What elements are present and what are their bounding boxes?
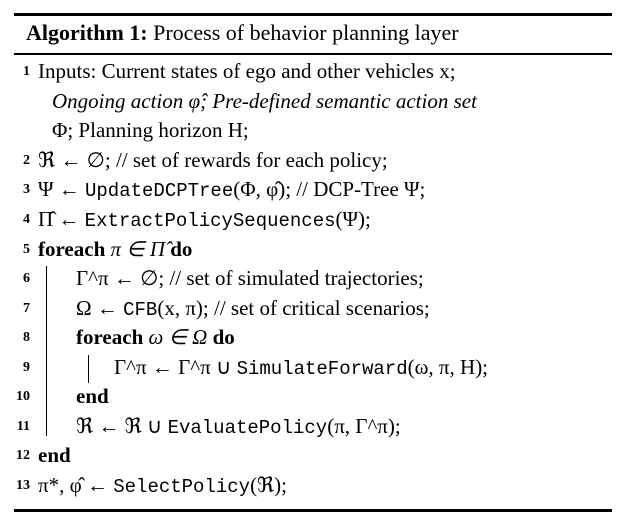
bottom-rule: [14, 509, 612, 512]
line-post: (ℜ);: [250, 473, 287, 497]
function-name: SimulateForward: [236, 358, 408, 380]
line-post: (Φ, φ̂); // DCP-Tree Ψ;: [233, 177, 426, 201]
keyword-do: do: [212, 325, 235, 349]
line-post: (x, π); // set of critical scenarios;: [157, 296, 430, 320]
function-name: EvaluatePolicy: [167, 417, 328, 439]
line-number: 9: [23, 360, 30, 375]
keyword-end: end: [38, 443, 71, 467]
line-pre: Ω ←: [76, 296, 124, 320]
line-text: ℜ ← ∅; // set of rewards for each policy…: [38, 148, 388, 172]
line-number: 6: [23, 271, 30, 286]
keyword-foreach: foreach: [38, 237, 106, 261]
line-post: (Ψ);: [335, 207, 371, 231]
line-number: 1: [23, 64, 30, 79]
line-number: 13: [16, 478, 30, 493]
keyword-do: do: [170, 237, 193, 261]
line-number: 4: [23, 212, 30, 227]
line-number: 2: [23, 153, 30, 168]
line-number: 12: [16, 448, 30, 463]
line-text: Π̂ ← ExtractPolicySequences(Ψ);: [38, 207, 371, 232]
line-pre: π*, φ̂ ←: [38, 473, 114, 497]
function-name: CFB: [123, 299, 158, 321]
function-name: ExtractPolicySequences: [84, 210, 336, 232]
algorithm-title: Algorithm 1: Process of behavior plannin…: [26, 20, 459, 46]
keyword-end: end: [76, 384, 109, 408]
line-text: Inputs: Current states of ego and other …: [38, 59, 456, 83]
loop-expression: π ∈ Π̂: [105, 237, 171, 261]
line-text: π*, φ̂ ← SelectPolicy(ℜ);: [38, 473, 287, 498]
line-number: 10: [16, 389, 30, 404]
line-text: foreach ω ∈ Ω do: [76, 325, 235, 350]
line-number: 8: [23, 330, 30, 345]
line-number: 3: [23, 182, 30, 197]
function-name: SelectPolicy: [113, 476, 251, 498]
header-rule: [14, 53, 612, 55]
algorithm-caption: Process of behavior planning layer: [153, 20, 459, 45]
line-text: Γ^π ← Γ^π ∪ SimulateForward(ω, π, H);: [114, 355, 488, 380]
line-text: Ongoing action φ̂; Pre-defined semantic …: [52, 89, 477, 113]
top-rule: [14, 13, 612, 16]
line-pre: Ψ ←: [38, 177, 85, 201]
outer-loop-bar: [46, 266, 47, 436]
line-number: 5: [23, 242, 30, 257]
line-text: Ψ ← UpdateDCPTree(Φ, φ̂); // DCP-Tree Ψ;: [38, 177, 425, 202]
inner-loop-bar: [88, 355, 89, 383]
line-text: Ω ← CFB(x, π); // set of critical scenar…: [76, 296, 430, 321]
line-post: (ω, π, H);: [407, 355, 489, 379]
line-post: (π, Γ^π);: [327, 414, 401, 438]
line-text: Φ; Planning horizon H;: [52, 118, 249, 142]
line-text: Γ^π ← ∅; // set of simulated trajectorie…: [76, 266, 424, 290]
algorithm-label: Algorithm 1:: [26, 20, 148, 45]
line-text: foreach π ∈ Π̂ do: [38, 237, 192, 262]
line-number: 11: [16, 419, 30, 434]
function-name: UpdateDCPTree: [85, 180, 234, 202]
loop-expression: ω ∈ Ω: [143, 325, 213, 349]
line-number: 7: [23, 301, 30, 316]
line-pre: Γ^π ← Γ^π ∪: [114, 355, 237, 379]
line-text: ℜ ← ℜ ∪ EvaluatePolicy(π, Γ^π);: [76, 414, 401, 439]
line-pre: ℜ ← ℜ ∪: [76, 414, 168, 438]
keyword-foreach: foreach: [76, 325, 144, 349]
line-pre: Π̂ ←: [38, 207, 85, 231]
